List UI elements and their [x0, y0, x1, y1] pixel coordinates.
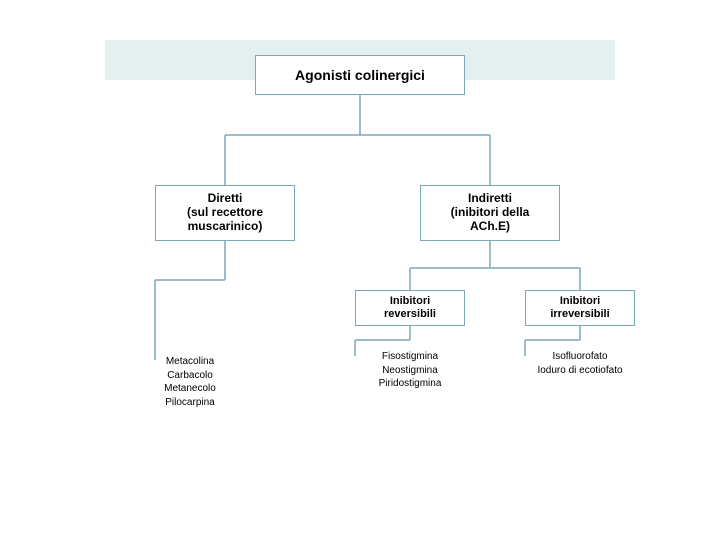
leaf-item: Ioduro di ecotiofato — [510, 364, 650, 378]
node-diretti-sub2: muscarinico) — [188, 220, 263, 234]
node-irrev-l1: Inibitori — [560, 295, 600, 308]
leaf-reversibili-list: FisostigminaNeostigminaPiridostigmina — [340, 350, 480, 391]
node-indiretti-sub1: (inibitori della — [451, 206, 530, 220]
node-root: Agonisti colinergici — [255, 55, 465, 95]
leaf-item: Pilocarpina — [120, 396, 260, 410]
leaf-item: Neostigmina — [340, 364, 480, 378]
node-rev-l2: reversibili — [384, 308, 436, 321]
leaf-irreversibili-list: IsofluorofatoIoduro di ecotiofato — [510, 350, 650, 377]
leaf-item: Fisostigmina — [340, 350, 480, 364]
leaf-item: Piridostigmina — [340, 377, 480, 391]
node-indiretti-title: Indiretti — [468, 192, 512, 206]
leaf-item: Isofluorofato — [510, 350, 650, 364]
node-irrev-l2: irreversibili — [550, 308, 609, 321]
node-irreversibili: Inibitori irreversibili — [525, 290, 635, 326]
node-indiretti: Indiretti (inibitori della ACh.E) — [420, 185, 560, 241]
node-reversibili: Inibitori reversibili — [355, 290, 465, 326]
leaf-item: Metanecolo — [120, 382, 260, 396]
leaf-item: Carbacolo — [120, 369, 260, 383]
node-indiretti-sub2: ACh.E) — [470, 220, 510, 234]
node-rev-l1: Inibitori — [390, 295, 430, 308]
node-root-label: Agonisti colinergici — [295, 67, 425, 83]
leaf-diretti-list: MetacolinaCarbacoloMetanecoloPilocarpina — [120, 355, 260, 409]
node-diretti-title: Diretti — [208, 192, 243, 206]
node-diretti: Diretti (sul recettore muscarinico) — [155, 185, 295, 241]
node-diretti-sub1: (sul recettore — [187, 206, 263, 220]
leaf-item: Metacolina — [120, 355, 260, 369]
